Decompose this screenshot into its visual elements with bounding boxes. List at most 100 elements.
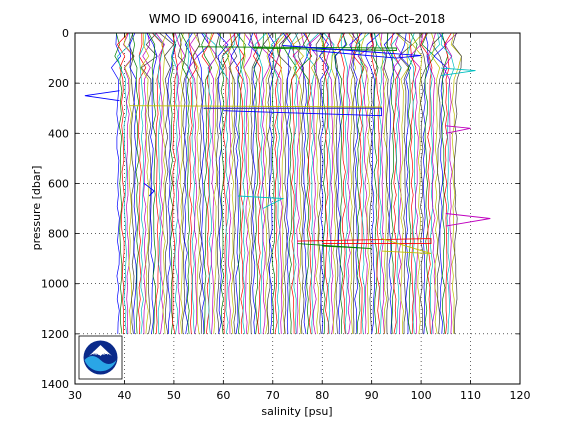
y-tick-label: 400 bbox=[48, 127, 69, 140]
profile-line bbox=[290, 32, 299, 334]
profile-line bbox=[208, 32, 220, 334]
profile-line bbox=[215, 32, 225, 334]
y-tick-label: 1400 bbox=[41, 378, 69, 391]
profile-line bbox=[169, 32, 176, 334]
profile-line bbox=[386, 32, 395, 334]
profile-line bbox=[221, 32, 233, 334]
profile-line bbox=[421, 32, 435, 334]
profile-line bbox=[373, 32, 387, 334]
profile-line bbox=[294, 32, 305, 334]
profile-line bbox=[164, 32, 177, 334]
profile-line bbox=[273, 32, 288, 334]
profile-line bbox=[393, 32, 404, 334]
excursion-line bbox=[143, 183, 155, 197]
profile-line bbox=[321, 32, 330, 334]
profile-line bbox=[431, 32, 444, 334]
profile-line bbox=[152, 32, 164, 334]
profile-line bbox=[412, 32, 424, 334]
y-tick-label: 600 bbox=[48, 177, 69, 190]
profile-line bbox=[227, 32, 235, 334]
profile-line bbox=[383, 32, 390, 334]
profile-line bbox=[253, 32, 264, 334]
profile-line bbox=[224, 32, 237, 334]
profile-line bbox=[187, 32, 196, 334]
y-ticks: 0 200 400 600 800 1000 1200 1400 bbox=[41, 27, 520, 391]
noaa-logo: NOAA bbox=[78, 335, 123, 380]
series-layer bbox=[110, 32, 462, 334]
profile-line bbox=[177, 32, 190, 334]
profile-line bbox=[152, 32, 165, 334]
profile-line bbox=[305, 32, 312, 334]
profile-line bbox=[365, 32, 381, 334]
profile-line bbox=[242, 32, 251, 334]
profile-line bbox=[140, 32, 158, 334]
logo-bird bbox=[89, 345, 112, 356]
profile-line bbox=[174, 32, 186, 334]
x-tick-label: 60 bbox=[216, 389, 230, 402]
profile-line bbox=[238, 32, 246, 334]
x-tick-label: 80 bbox=[315, 389, 329, 402]
x-tick-label: 100 bbox=[411, 389, 432, 402]
profile-line bbox=[337, 32, 346, 334]
profile-line bbox=[292, 32, 305, 334]
profile-line bbox=[270, 32, 283, 334]
excursion-line bbox=[84, 90, 120, 102]
x-tick-label: 40 bbox=[117, 389, 131, 402]
profile-line bbox=[180, 32, 190, 334]
profile-line bbox=[422, 32, 430, 334]
excursion-line bbox=[381, 238, 432, 255]
x-ticks: 30 40 50 60 70 80 90 100 110 120 bbox=[68, 33, 531, 402]
y-tick-label: 0 bbox=[62, 27, 69, 40]
profile-line bbox=[443, 32, 458, 334]
profile-line bbox=[433, 32, 448, 334]
profile-line bbox=[110, 32, 122, 334]
profile-line bbox=[248, 32, 261, 334]
profile-line bbox=[271, 32, 284, 334]
grid-layer bbox=[75, 33, 520, 384]
profile-line bbox=[360, 32, 371, 334]
profile-line bbox=[334, 32, 348, 334]
profile-line bbox=[408, 32, 417, 334]
profile-line bbox=[372, 32, 379, 334]
profile-line bbox=[216, 32, 229, 334]
logo-wave bbox=[84, 356, 117, 372]
excursion-line bbox=[297, 238, 432, 245]
profile-line bbox=[172, 32, 179, 334]
profile-line bbox=[123, 32, 135, 334]
profile-line bbox=[171, 32, 181, 334]
profile-line bbox=[349, 32, 363, 334]
y-tick-label: 1000 bbox=[41, 278, 69, 291]
excursion-line bbox=[440, 67, 476, 77]
profile-line bbox=[330, 32, 342, 334]
excursion-line bbox=[297, 243, 372, 250]
profile-line bbox=[380, 32, 387, 334]
profile-line bbox=[148, 32, 157, 334]
profile-line bbox=[197, 32, 210, 334]
profile-line bbox=[390, 32, 402, 334]
profile-line bbox=[409, 32, 424, 334]
profile-line bbox=[340, 33, 348, 334]
profile-line bbox=[146, 32, 158, 334]
profile-line bbox=[138, 32, 147, 334]
x-tick-label: 120 bbox=[510, 389, 531, 402]
x-tick-label: 110 bbox=[460, 389, 481, 402]
profile-line bbox=[279, 32, 292, 334]
profile-line bbox=[249, 32, 258, 334]
profile-line bbox=[140, 32, 150, 334]
profile-line bbox=[450, 32, 462, 334]
profile-line bbox=[228, 32, 241, 334]
excursion-line bbox=[238, 195, 285, 209]
excursion-line bbox=[445, 125, 471, 134]
y-tick-label: 800 bbox=[48, 228, 69, 241]
profile-line bbox=[318, 32, 329, 334]
y-axis-label: pressure [dbar] bbox=[30, 166, 43, 251]
profile-line bbox=[184, 32, 193, 334]
profile-line bbox=[255, 32, 271, 334]
profile-line bbox=[230, 32, 241, 334]
profile-line bbox=[271, 32, 279, 334]
profile-line bbox=[356, 32, 365, 334]
plot-frame bbox=[74, 32, 521, 385]
profile-line bbox=[179, 32, 184, 334]
profile-line bbox=[205, 32, 218, 334]
